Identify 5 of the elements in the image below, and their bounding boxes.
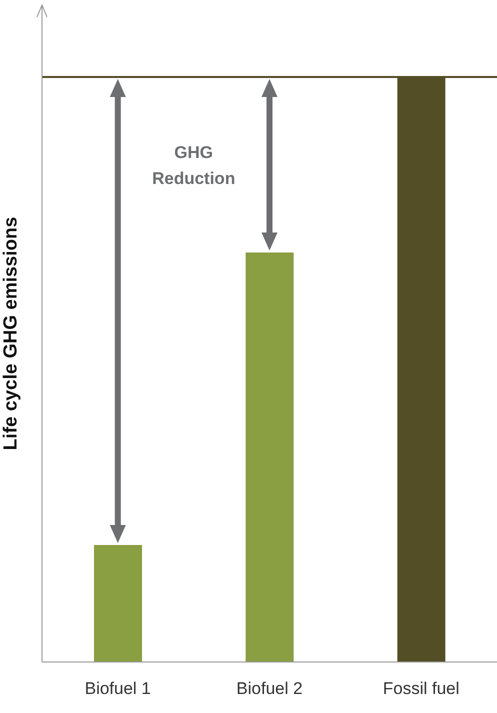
annotation: GHG Reduction (151, 142, 236, 190)
x-tick-label: Biofuel 2 (236, 679, 303, 698)
y-axis-title: Life cycle GHG emissions (0, 216, 22, 450)
x-tick-label: Fossil fuel (382, 679, 460, 698)
x-tick-label: Biofuel 1 (84, 679, 151, 698)
